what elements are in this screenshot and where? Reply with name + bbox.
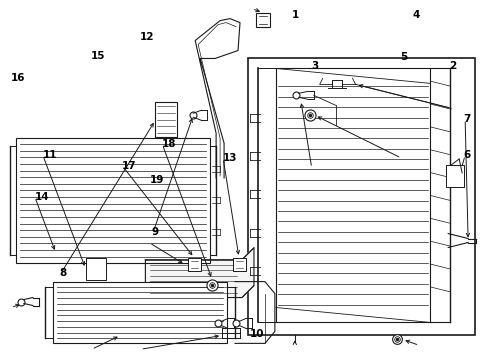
Text: 18: 18	[162, 139, 176, 149]
Bar	[155, 102, 177, 137]
Bar	[247, 58, 474, 336]
Text: 17: 17	[122, 161, 136, 171]
Bar	[275, 68, 429, 323]
Bar	[255, 13, 269, 27]
Text: 6: 6	[463, 150, 470, 160]
Polygon shape	[145, 248, 253, 298]
Text: 8: 8	[59, 268, 66, 278]
Text: 10: 10	[249, 329, 264, 339]
Bar	[16, 138, 210, 263]
Text: 7: 7	[463, 114, 470, 124]
Text: 5: 5	[400, 52, 407, 62]
Text: 15: 15	[91, 51, 105, 61]
Text: 3: 3	[311, 61, 318, 71]
Text: 11: 11	[42, 150, 57, 160]
Text: 9: 9	[152, 227, 159, 237]
Bar	[85, 258, 105, 280]
Text: 1: 1	[292, 10, 299, 20]
Bar	[446, 165, 463, 187]
Bar	[53, 282, 226, 343]
Text: 13: 13	[222, 153, 237, 163]
Text: 19: 19	[149, 175, 163, 185]
Bar	[233, 258, 245, 271]
Text: 2: 2	[448, 61, 455, 71]
Text: 16: 16	[11, 73, 25, 83]
Text: 4: 4	[412, 10, 419, 20]
Bar	[188, 258, 201, 271]
Text: 14: 14	[35, 192, 50, 202]
Text: 12: 12	[140, 32, 154, 41]
